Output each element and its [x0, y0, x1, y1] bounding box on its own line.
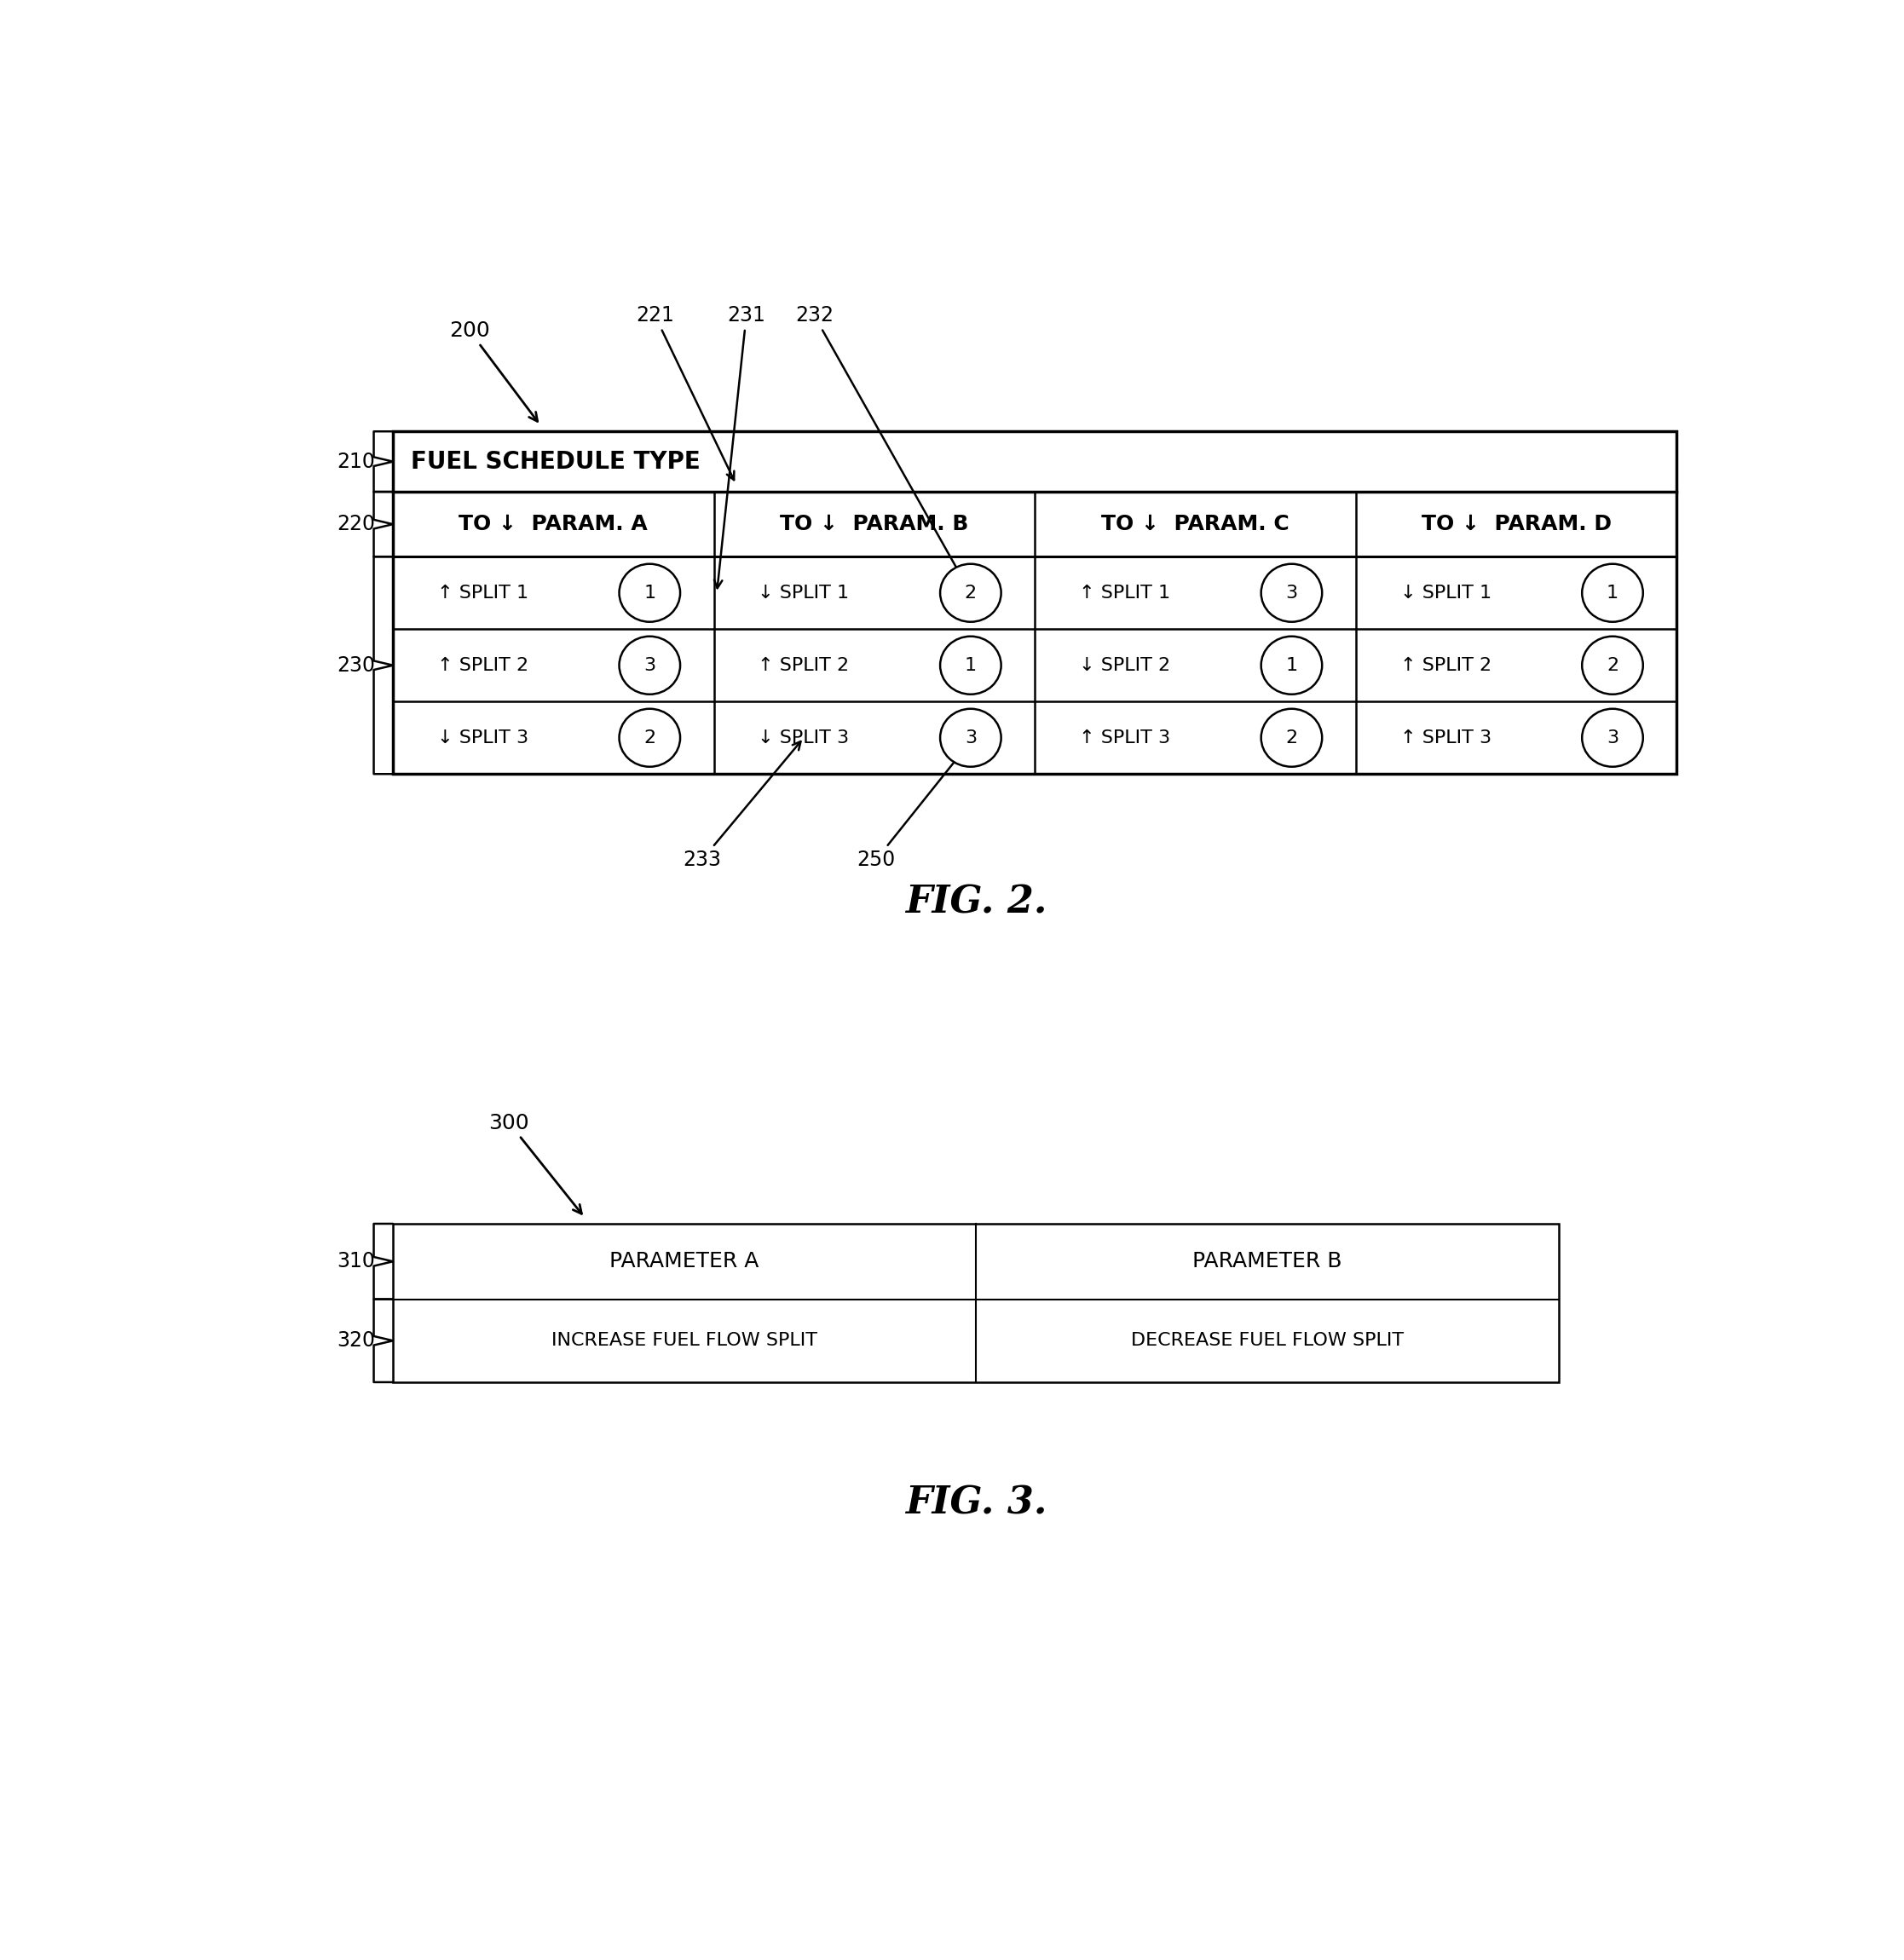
Text: ↓ SPLIT 1: ↓ SPLIT 1 — [758, 584, 849, 602]
Text: 221: 221 — [636, 306, 735, 480]
Text: FIG. 3.: FIG. 3. — [904, 1484, 1047, 1521]
Text: 1: 1 — [1285, 657, 1299, 674]
Text: TO ↓  PARAM. A: TO ↓ PARAM. A — [459, 514, 647, 535]
Ellipse shape — [619, 564, 680, 621]
Ellipse shape — [1260, 710, 1321, 766]
Text: 210: 210 — [337, 451, 375, 472]
Text: 230: 230 — [337, 655, 375, 676]
Text: ↑ SPLIT 2: ↑ SPLIT 2 — [758, 657, 849, 674]
Text: FUEL SCHEDULE TYPE: FUEL SCHEDULE TYPE — [411, 449, 701, 474]
Text: 231: 231 — [714, 306, 765, 588]
Ellipse shape — [941, 710, 1002, 766]
Text: 1: 1 — [644, 584, 655, 602]
Ellipse shape — [1582, 637, 1643, 694]
Text: TO ↓  PARAM. D: TO ↓ PARAM. D — [1420, 514, 1611, 535]
Ellipse shape — [941, 637, 1002, 694]
Text: 310: 310 — [337, 1250, 375, 1272]
Text: ↓ SPLIT 2: ↓ SPLIT 2 — [1080, 657, 1171, 674]
Text: ↑ SPLIT 2: ↑ SPLIT 2 — [1399, 657, 1491, 674]
Text: 3: 3 — [1607, 729, 1618, 747]
Text: 2: 2 — [644, 729, 655, 747]
Ellipse shape — [1582, 710, 1643, 766]
Ellipse shape — [1260, 564, 1321, 621]
Bar — [392, 1223, 1559, 1382]
Text: PARAMETER B: PARAMETER B — [1192, 1250, 1342, 1272]
Text: DECREASE FUEL FLOW SPLIT: DECREASE FUEL FLOW SPLIT — [1131, 1333, 1403, 1348]
Text: 320: 320 — [337, 1331, 375, 1350]
Text: ↑ SPLIT 1: ↑ SPLIT 1 — [1080, 584, 1171, 602]
Text: PARAMETER A: PARAMETER A — [609, 1250, 760, 1272]
Text: TO ↓  PARAM. B: TO ↓ PARAM. B — [781, 514, 969, 535]
Text: 220: 220 — [337, 514, 375, 535]
Text: 2: 2 — [965, 584, 977, 602]
Text: 1: 1 — [1607, 584, 1618, 602]
Text: ↓ SPLIT 3: ↓ SPLIT 3 — [758, 729, 849, 747]
Ellipse shape — [619, 637, 680, 694]
Text: 200: 200 — [449, 319, 537, 421]
Text: 3: 3 — [965, 729, 977, 747]
Ellipse shape — [1260, 637, 1321, 694]
Text: 3: 3 — [644, 657, 655, 674]
Text: 300: 300 — [489, 1113, 581, 1213]
Bar — [392, 431, 1677, 774]
Text: 1: 1 — [965, 657, 977, 674]
Text: 2: 2 — [1285, 729, 1299, 747]
Ellipse shape — [619, 710, 680, 766]
Text: 3: 3 — [1285, 584, 1299, 602]
Ellipse shape — [1582, 564, 1643, 621]
Text: ↓ SPLIT 3: ↓ SPLIT 3 — [438, 729, 529, 747]
Text: FIG. 2.: FIG. 2. — [904, 884, 1047, 921]
Text: ↓ SPLIT 1: ↓ SPLIT 1 — [1399, 584, 1491, 602]
Text: 232: 232 — [796, 306, 969, 588]
Text: ↑ SPLIT 3: ↑ SPLIT 3 — [1399, 729, 1491, 747]
Text: INCREASE FUEL FLOW SPLIT: INCREASE FUEL FLOW SPLIT — [552, 1333, 817, 1348]
Ellipse shape — [941, 564, 1002, 621]
Text: 2: 2 — [1607, 657, 1618, 674]
Text: ↑ SPLIT 2: ↑ SPLIT 2 — [438, 657, 529, 674]
Text: TO ↓  PARAM. C: TO ↓ PARAM. C — [1101, 514, 1289, 535]
Text: ↑ SPLIT 3: ↑ SPLIT 3 — [1080, 729, 1171, 747]
Text: 250: 250 — [857, 741, 971, 870]
Text: ↑ SPLIT 1: ↑ SPLIT 1 — [438, 584, 529, 602]
Text: 233: 233 — [684, 741, 802, 870]
